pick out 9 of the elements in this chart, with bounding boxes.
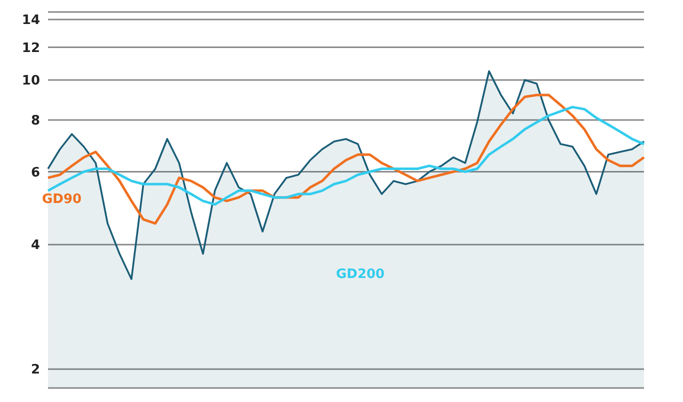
y-tick-label: 10 — [22, 74, 40, 89]
y-tick-label: 6 — [30, 165, 40, 180]
y-tick-label: 14 — [22, 13, 40, 28]
text: GD200 — [336, 267, 385, 282]
y-tick-label: 8 — [30, 114, 40, 129]
series-label: GD90 — [42, 192, 82, 207]
y-tick-label: 4 — [30, 238, 40, 254]
y-tick-label: 12 — [22, 40, 40, 56]
y-tick-label: 2 — [30, 362, 40, 378]
